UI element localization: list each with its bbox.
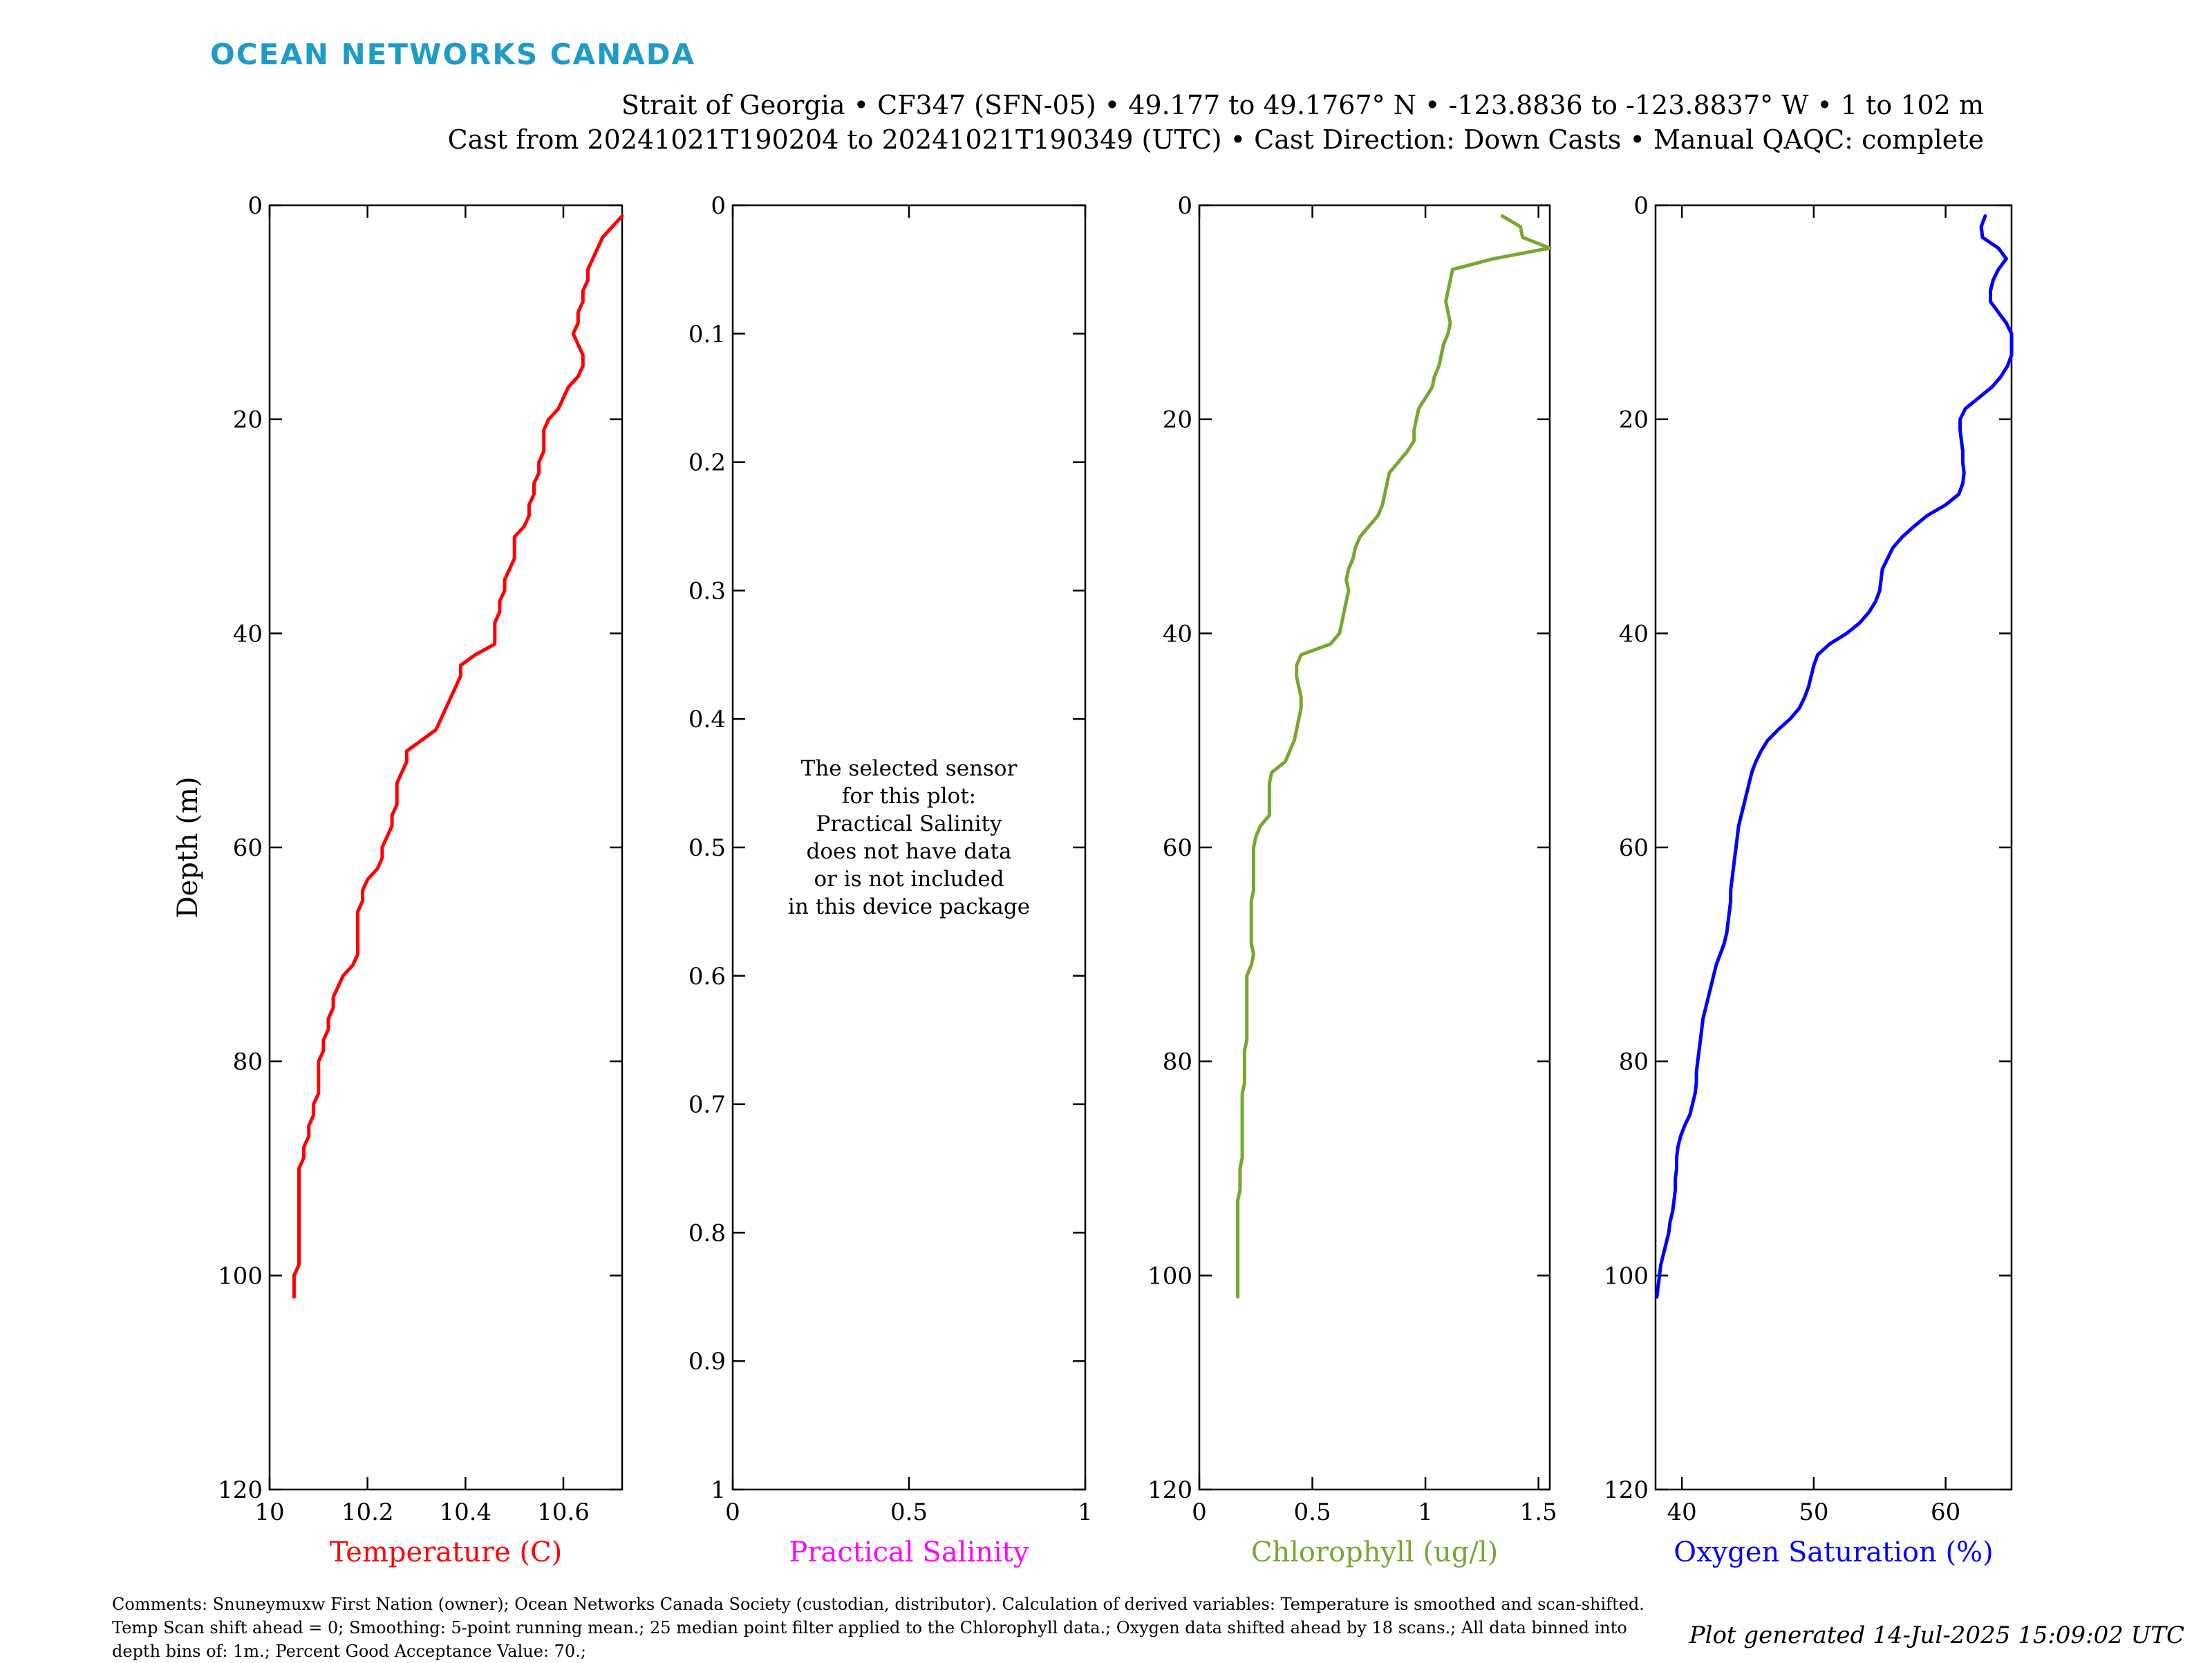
x-axis-label: Practical Salinity: [789, 1537, 1029, 1568]
y-tick-label: 0.5: [688, 834, 726, 862]
y-tick-label: 0: [711, 192, 726, 220]
y-tick-label: 120: [218, 1476, 263, 1504]
y-tick-label: 0.9: [688, 1348, 726, 1375]
y-tick-label: 60: [233, 834, 263, 862]
header-location-line: Strait of Georgia • CF347 (SFN-05) • 49.…: [621, 90, 1984, 120]
y-tick-label: 20: [1163, 406, 1192, 434]
no-data-annotation-line: in this device package: [788, 894, 1030, 919]
y-tick-label: 40: [1163, 620, 1192, 648]
x-tick-label: 10.6: [537, 1498, 590, 1526]
x-tick-label: 1: [1418, 1498, 1433, 1526]
axes-frame: [268, 204, 624, 1491]
chart-panel-2: 00.10.20.30.40.50.60.70.80.910 0.5 1Practi…: [688, 192, 1093, 1568]
x-tick-label: 0.5: [890, 1498, 928, 1526]
y-tick-label: 40: [233, 620, 263, 648]
no-data-annotation-line: does not have data: [807, 839, 1012, 864]
x-tick-label: 40: [1667, 1498, 1697, 1526]
x-tick-label: 10: [254, 1498, 284, 1526]
series-line: [1236, 214, 1552, 1299]
y-tick-label: 0.2: [688, 449, 726, 477]
x-tick-label: 1.5: [1520, 1498, 1557, 1526]
no-data-annotation-line: for this plot:: [842, 784, 976, 809]
x-tick-label: 10.2: [341, 1498, 394, 1526]
y-tick-label: 0.3: [688, 577, 726, 605]
y-tick-label: 0.1: [688, 321, 726, 348]
y-tick-label: 60: [1163, 834, 1192, 862]
y-tick-label: 0.6: [688, 963, 726, 990]
x-axis-label: Temperature (C): [330, 1537, 563, 1568]
x-tick-label: 0: [725, 1498, 740, 1526]
series-line: [292, 214, 624, 1299]
y-tick-label: 0.4: [688, 706, 726, 733]
y-tick-label: 0: [247, 192, 263, 220]
x-tick-label: 1: [1078, 1498, 1093, 1526]
comments-text: Comments: Snuneymuxw First Nation (owner…: [112, 1595, 1644, 1661]
generated-timestamp: Plot generated 14-Jul-2025 15:09:02 UTC: [1689, 1622, 2184, 1649]
header-cast-line: Cast from 20241021T190204 to 20241021T19…: [447, 124, 1984, 155]
brand-logo: OCEAN NETWORKS CANADA: [210, 37, 696, 71]
x-tick-label: 10.4: [439, 1498, 491, 1526]
series-line: [1655, 214, 2014, 1299]
y-tick-label: 120: [1604, 1476, 1649, 1504]
x-tick-label: 0: [1192, 1498, 1207, 1526]
y-tick-label: 0.8: [688, 1219, 726, 1247]
no-data-annotation-line: Practical Salinity: [816, 811, 1002, 836]
x-tick-label: 0.5: [1294, 1498, 1331, 1526]
y-tick-label: 80: [233, 1049, 263, 1076]
y-tick-label: 20: [233, 406, 263, 434]
y-tick-label: 0: [1177, 192, 1192, 220]
y-axis-label: Depth (m): [172, 776, 204, 918]
chart-panel-4: 0 20 40 60 80 100 120 40 50 60 Oxygen Saturation (…: [1604, 192, 2014, 1568]
y-tick-label: 60: [1619, 834, 1649, 862]
x-axis-label: Oxygen Saturation (%): [1674, 1537, 1993, 1568]
axes-frame: [1654, 204, 2013, 1491]
y-tick-label: 80: [1619, 1049, 1649, 1076]
y-tick-label: 1: [711, 1476, 726, 1504]
no-data-annotation-line: The selected sensor: [801, 756, 1018, 781]
y-tick-label: 100: [1604, 1262, 1649, 1290]
y-tick-label: 100: [1147, 1262, 1192, 1290]
y-tick-label: 0: [1633, 192, 1649, 220]
y-tick-label: 100: [218, 1262, 263, 1290]
y-tick-label: 80: [1163, 1049, 1192, 1076]
no-data-annotation-line: or is not included: [814, 867, 1004, 892]
y-tick-label: 120: [1147, 1476, 1192, 1504]
x-tick-label: 60: [1931, 1498, 1960, 1526]
y-tick-label: 40: [1619, 620, 1649, 648]
x-tick-label: 50: [1799, 1498, 1828, 1526]
x-axis-label: Chlorophyll (ug/l): [1251, 1537, 1499, 1568]
y-tick-label: 0.7: [688, 1091, 726, 1119]
y-tick-label: 20: [1619, 406, 1649, 434]
